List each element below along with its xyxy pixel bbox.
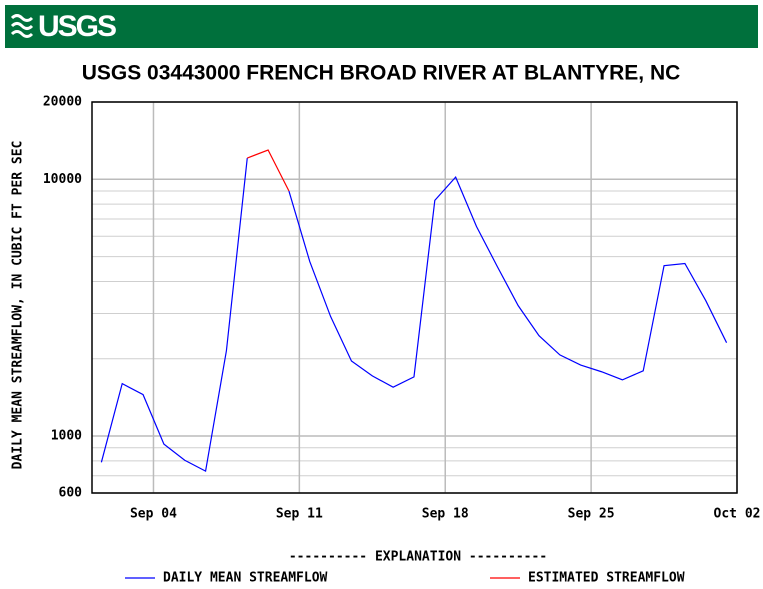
y-tick-label: 10000	[43, 172, 82, 187]
legend-label: DAILY MEAN STREAMFLOW	[163, 571, 328, 586]
x-tick-label: Sep 25	[568, 507, 615, 522]
plot-frame	[91, 101, 738, 494]
x-tick-label: Sep 11	[276, 507, 323, 522]
series-line	[100, 157, 728, 473]
y-tick-label: 1000	[51, 429, 82, 444]
x-tick-label: Sep 04	[130, 507, 177, 522]
legend-title: ---------- EXPLANATION ----------	[289, 550, 547, 565]
x-tick-label: Sep 18	[422, 507, 469, 522]
series-line	[247, 149, 290, 192]
logo-waves	[10, 14, 34, 38]
y-tick-label: 600	[59, 486, 83, 501]
legend-label: ESTIMATED STREAMFLOW	[528, 571, 685, 586]
header-bar	[5, 5, 758, 48]
logo: USGS	[38, 10, 116, 43]
y-axis-label: DAILY MEAN STREAMFLOW, IN CUBIC FT PER S…	[11, 141, 26, 470]
y-tick-label: 20000	[43, 95, 82, 110]
chart-title: USGS 03443000 FRENCH BROAD RIVER AT BLAN…	[82, 62, 681, 85]
x-tick-label: Oct 02	[714, 507, 761, 522]
